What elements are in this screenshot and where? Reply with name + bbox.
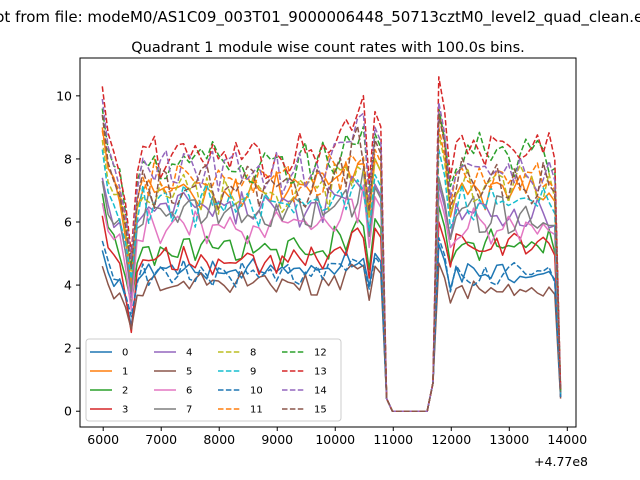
y-axis: 0 2 4 6 8 10 <box>56 88 80 419</box>
series-line-12 <box>101 107 562 412</box>
x-axis: 6000 7000 8000 9000 10000 11000 12000 13000 1400… <box>87 427 587 447</box>
legend-label-9: 9 <box>250 367 256 378</box>
x-tick-label: 8000 <box>203 432 235 447</box>
series-line-13 <box>101 76 562 412</box>
series-layer <box>101 76 562 412</box>
y-tick-label: 0 <box>64 404 72 419</box>
x-tick-label: 10000 <box>315 432 355 447</box>
series-line-6 <box>101 184 562 412</box>
series-line-10 <box>101 237 562 412</box>
y-tick-label: 8 <box>64 151 72 166</box>
plot-frame <box>79 57 577 428</box>
series-line-4 <box>101 175 562 412</box>
series-line-5 <box>101 262 562 412</box>
series-line-9 <box>101 148 562 412</box>
x-tick-label: 13000 <box>489 432 529 447</box>
x-tick-label: 7000 <box>145 432 177 447</box>
legend-label-2: 2 <box>122 386 128 397</box>
y-tick-label: 2 <box>64 341 72 356</box>
legend-label-7: 7 <box>186 405 192 416</box>
series-line-7 <box>101 167 562 412</box>
legend-box <box>85 338 342 422</box>
y-tick-label: 10 <box>56 88 72 103</box>
legend-label-1: 1 <box>122 367 128 378</box>
legend-label-8: 8 <box>250 348 256 359</box>
legend-label-14: 14 <box>314 386 327 397</box>
legend-label-0: 0 <box>122 348 128 359</box>
series-line-11 <box>101 126 562 412</box>
series-line-2 <box>101 193 562 412</box>
x-tick-label: 9000 <box>261 432 293 447</box>
legend-label-12: 12 <box>314 348 327 359</box>
series-line-8 <box>101 132 562 412</box>
x-tick-label: 14000 <box>547 432 587 447</box>
series-line-14 <box>101 98 562 412</box>
series-line-3 <box>101 215 562 412</box>
legend-label-11: 11 <box>250 405 263 416</box>
x-tick-label: 12000 <box>431 432 471 447</box>
series-line-0 <box>101 243 562 412</box>
x-tick-label: 6000 <box>87 432 119 447</box>
y-tick-label: 4 <box>64 278 72 293</box>
legend-label-5: 5 <box>186 367 192 378</box>
chart-title: Quadrant 1 module wise count rates with … <box>131 40 525 56</box>
legend-label-4: 4 <box>186 348 192 359</box>
y-tick-label: 6 <box>64 215 72 230</box>
series-line-15 <box>101 114 562 412</box>
legend-label-3: 3 <box>122 405 128 416</box>
legend-label-15: 15 <box>314 405 327 416</box>
x-offset-label: +4.77e8 <box>534 454 588 469</box>
figure-suptitle: Plot from file: modeM0/AS1C09_003T01_900… <box>0 8 640 27</box>
x-tick-label: 11000 <box>373 432 413 447</box>
legend-label-6: 6 <box>186 386 192 397</box>
legend-label-13: 13 <box>314 367 327 378</box>
legend-label-10: 10 <box>250 386 263 397</box>
